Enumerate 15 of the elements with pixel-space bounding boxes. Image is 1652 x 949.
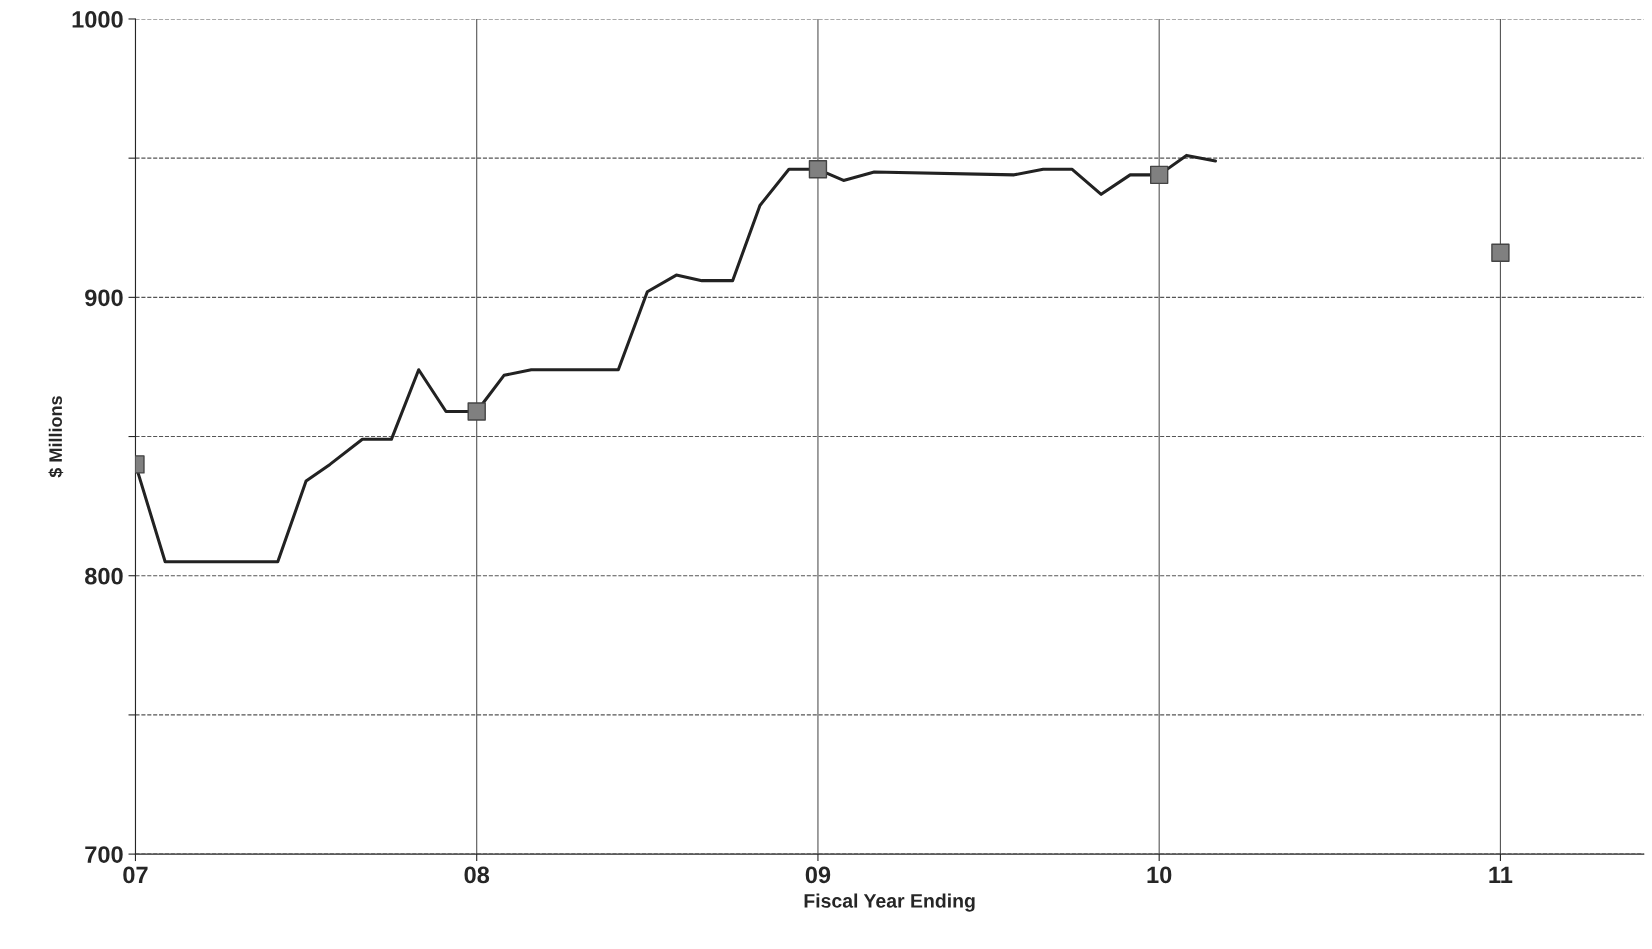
x-tick-label: 11 bbox=[1489, 866, 1513, 884]
x-tick-label: 09 bbox=[805, 866, 831, 884]
point bbox=[1149, 165, 1169, 185]
point bbox=[467, 402, 486, 421]
y-tick-label: 1000 bbox=[72, 11, 123, 28]
point bbox=[808, 160, 828, 179]
point bbox=[1491, 243, 1510, 263]
x-tick-label: 10 bbox=[1147, 866, 1172, 884]
y-tick-label: 900 bbox=[85, 289, 123, 307]
x-tick-label: 07 bbox=[123, 866, 148, 884]
y-tick-label: 700 bbox=[85, 846, 123, 863]
x-tick-label: 08 bbox=[464, 866, 490, 884]
y-axis-title: $ Millions bbox=[48, 396, 64, 478]
y-tick-label: 800 bbox=[85, 567, 123, 585]
x-axis-title: Fiscal Year Ending bbox=[804, 893, 975, 912]
